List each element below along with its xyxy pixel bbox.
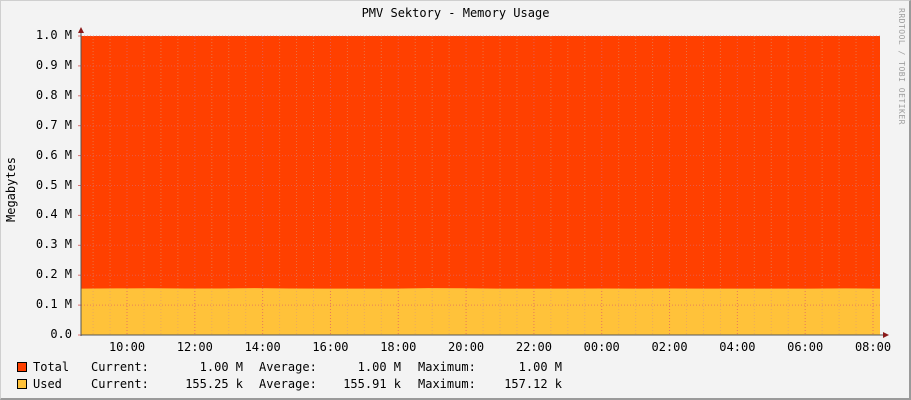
y-tick-label: 0.4 M	[35, 207, 72, 222]
x-tick-label: 14:00	[244, 340, 281, 354]
x-tick-label: 12:00	[176, 340, 213, 354]
used-area	[81, 288, 880, 335]
legend-current: 1.00 M	[199, 360, 243, 374]
x-tick-label: 00:00	[583, 340, 620, 354]
legend-maximum: 1.00 M	[518, 360, 562, 374]
x-tick-label: 02:00	[651, 340, 688, 354]
legend-swatch-used	[17, 379, 27, 389]
chart-title: PMV Sektory - Memory Usage	[361, 6, 550, 20]
y-tick-label: 0.0	[50, 327, 72, 341]
y-tick-label: 0.2 M	[35, 267, 72, 282]
y-tick-label: 1.0 M	[35, 28, 72, 42]
legend-total: Total Current: 1.00 M Average: 1.00 M Ma…	[17, 360, 562, 374]
legend-name: Used	[33, 377, 62, 391]
y-tick-label: 0.3 M	[35, 237, 72, 252]
x-tick-label: 18:00	[380, 340, 417, 354]
x-tick-label: 20:00	[448, 340, 485, 354]
x-tick-label: 04:00	[719, 340, 756, 354]
x-tick-label: 10:00	[108, 340, 146, 354]
legend-swatch-total	[17, 362, 27, 372]
x-tick-label: 06:00	[787, 340, 824, 354]
x-tick-label: 16:00	[312, 340, 349, 354]
y-tick-label: 0.7 M	[35, 117, 72, 132]
y-tick-label: 0.9 M	[35, 57, 72, 72]
watermark: RRDTOOL / TOBI OETIKER	[897, 8, 906, 125]
y-tick-label: 0.1 M	[35, 297, 72, 312]
x-axis-arrow-icon	[883, 332, 889, 338]
legend-maximum: 157.12 k	[504, 377, 562, 391]
legend-current: 155.25 k	[185, 377, 243, 391]
legend-average: 1.00 M	[357, 360, 401, 374]
x-tick-label: 22:00	[515, 340, 552, 354]
y-axis-arrow-icon	[78, 27, 84, 33]
legend-average: 155.91 k	[343, 377, 401, 391]
legend-name: Total	[33, 360, 70, 374]
x-tick-label: 08:00	[854, 340, 892, 354]
y-tick-label: 0.5 M	[35, 177, 72, 192]
y-tick-label: 0.8 M	[35, 87, 72, 102]
y-tick-label: 0.6 M	[35, 147, 72, 162]
legend-used: Used Current: 155.25 k Average: 155.91 k…	[17, 377, 562, 391]
